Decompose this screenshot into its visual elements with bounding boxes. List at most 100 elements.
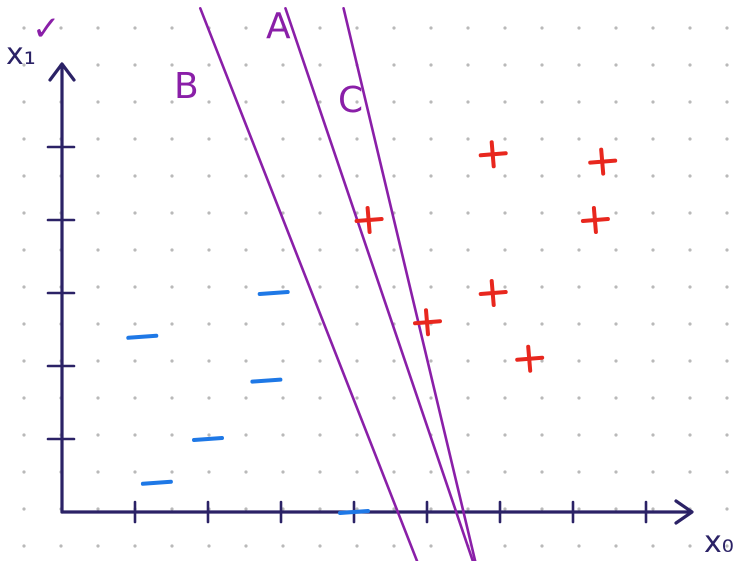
grid-dot (688, 359, 692, 363)
grid-dot (170, 359, 174, 363)
grid-dot (651, 544, 655, 548)
grid-dot (503, 470, 507, 474)
grid-dot (540, 211, 544, 215)
grid-dot (281, 544, 285, 548)
grid-dot (96, 470, 100, 474)
grid-dot (355, 396, 359, 400)
grid-dot (355, 322, 359, 326)
grid-dot (503, 433, 507, 437)
grid-dot (207, 470, 211, 474)
grid-dot (614, 433, 618, 437)
grid-dot (503, 174, 507, 178)
grid-dot (651, 26, 655, 30)
grid-dot (540, 137, 544, 141)
grid-dot (207, 544, 211, 548)
grid-dot (355, 359, 359, 363)
grid-dot (244, 26, 248, 30)
grid-dot (244, 433, 248, 437)
grid-dot (725, 248, 729, 252)
grid-dot (355, 248, 359, 252)
grid-dot (429, 507, 433, 511)
grid-dot (688, 211, 692, 215)
grid-dot (614, 137, 618, 141)
grid-dot (577, 63, 581, 67)
grid-dot (392, 248, 396, 252)
positive-point (515, 344, 545, 373)
grid-dot (133, 359, 137, 363)
grid-dot (355, 285, 359, 289)
grid-dot (466, 285, 470, 289)
grid-dot (392, 63, 396, 67)
grid-dot (96, 285, 100, 289)
grid-dot (540, 507, 544, 511)
grid-dot (540, 359, 544, 363)
line-label-b: B (174, 66, 199, 107)
grid-dot (244, 544, 248, 548)
grid-dot (133, 174, 137, 178)
grid-dot (133, 544, 137, 548)
positive-point (478, 279, 508, 307)
grid-dot (466, 63, 470, 67)
grid-dot (651, 248, 655, 252)
grid-dot (688, 100, 692, 104)
positive-point (478, 140, 508, 169)
negative-point (192, 436, 224, 442)
grid-dot (244, 507, 248, 511)
negative-point (250, 377, 283, 384)
grid-dot (725, 26, 729, 30)
grid-dot (466, 507, 470, 511)
grid-dot (466, 248, 470, 252)
grid-dot (170, 544, 174, 548)
boundary-line-a (284, 7, 475, 561)
grid-dot (392, 544, 396, 548)
grid-dot (170, 211, 174, 215)
grid-dot (429, 359, 433, 363)
grid-dot (96, 100, 100, 104)
grid-dot (318, 248, 322, 252)
negative-point (140, 479, 173, 486)
data-points (126, 140, 618, 515)
grid-dot (392, 396, 396, 400)
grid-dot (577, 544, 581, 548)
grid-dot (540, 544, 544, 548)
grid-dot (392, 433, 396, 437)
grid-dot (281, 433, 285, 437)
grid-dot (614, 174, 618, 178)
grid-dot (392, 507, 396, 511)
boundary-line-c (342, 7, 477, 561)
grid-dot (133, 248, 137, 252)
grid-dot (355, 544, 359, 548)
grid-dot (96, 544, 100, 548)
grid-dot (281, 285, 285, 289)
grid-dot (651, 322, 655, 326)
grid-dot (614, 285, 618, 289)
grid-dot (170, 396, 174, 400)
grid-dot (540, 470, 544, 474)
grid-dot (96, 211, 100, 215)
grid-dot (688, 174, 692, 178)
grid-dot (207, 359, 211, 363)
grid-dot (133, 470, 137, 474)
grid-dot (725, 63, 729, 67)
grid-dot (577, 359, 581, 363)
grid-dot (96, 174, 100, 178)
grid-dot (392, 285, 396, 289)
grid-dot (577, 26, 581, 30)
grid-dot (503, 63, 507, 67)
grid-dot (688, 26, 692, 30)
grid-dot (318, 137, 322, 141)
grid-dot (651, 174, 655, 178)
grid-dot (22, 433, 26, 437)
y-axis-label: x₁ (6, 37, 36, 72)
grid-dot (22, 63, 26, 67)
grid-dot (133, 63, 137, 67)
grid-dot (244, 322, 248, 326)
grid-dot (96, 359, 100, 363)
grid-dot (503, 359, 507, 363)
grid-dot (466, 433, 470, 437)
grid-dot (503, 26, 507, 30)
grid-dot (614, 470, 618, 474)
grid-dot (466, 26, 470, 30)
grid-dot (318, 470, 322, 474)
